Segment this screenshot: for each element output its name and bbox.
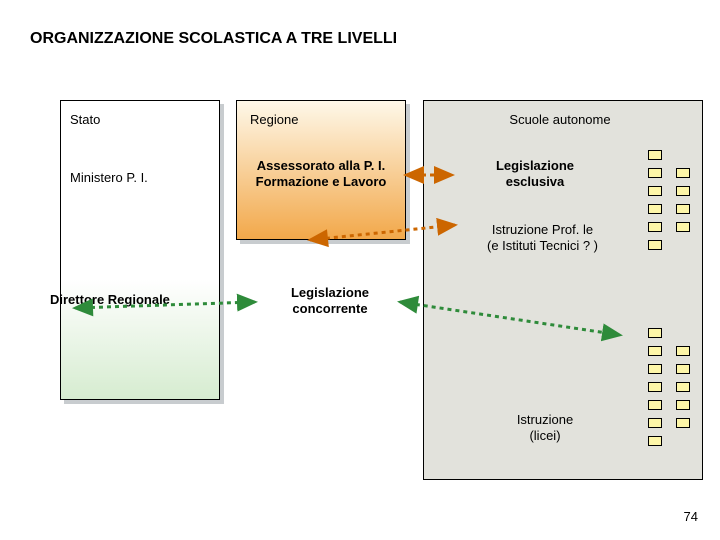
page-title: ORGANIZZAZIONE SCOLASTICA A TRE LIVELLI xyxy=(30,30,397,48)
istruzione-prof: Istruzione Prof. le (e Istituti Tecnici … xyxy=(450,222,635,255)
istruzione-licei: Istruzione (licei) xyxy=(470,412,620,445)
stato-direttore: Direttore Regionale xyxy=(50,292,230,308)
scuole-header: Scuole autonome xyxy=(460,112,660,128)
stato-ministero: Ministero P. I. xyxy=(70,170,210,186)
leg-esclusiva: Legislazione esclusiva xyxy=(450,158,620,191)
stato-header: Stato xyxy=(70,112,170,128)
regione-assessorato: Assessorato alla P. I. Formazione e Lavo… xyxy=(240,158,402,191)
regione-header: Regione xyxy=(250,112,370,128)
slide-number: 74 xyxy=(684,509,698,524)
stato-panel xyxy=(60,100,220,400)
leg-concorrente: Legislazione concorrente xyxy=(255,285,405,318)
